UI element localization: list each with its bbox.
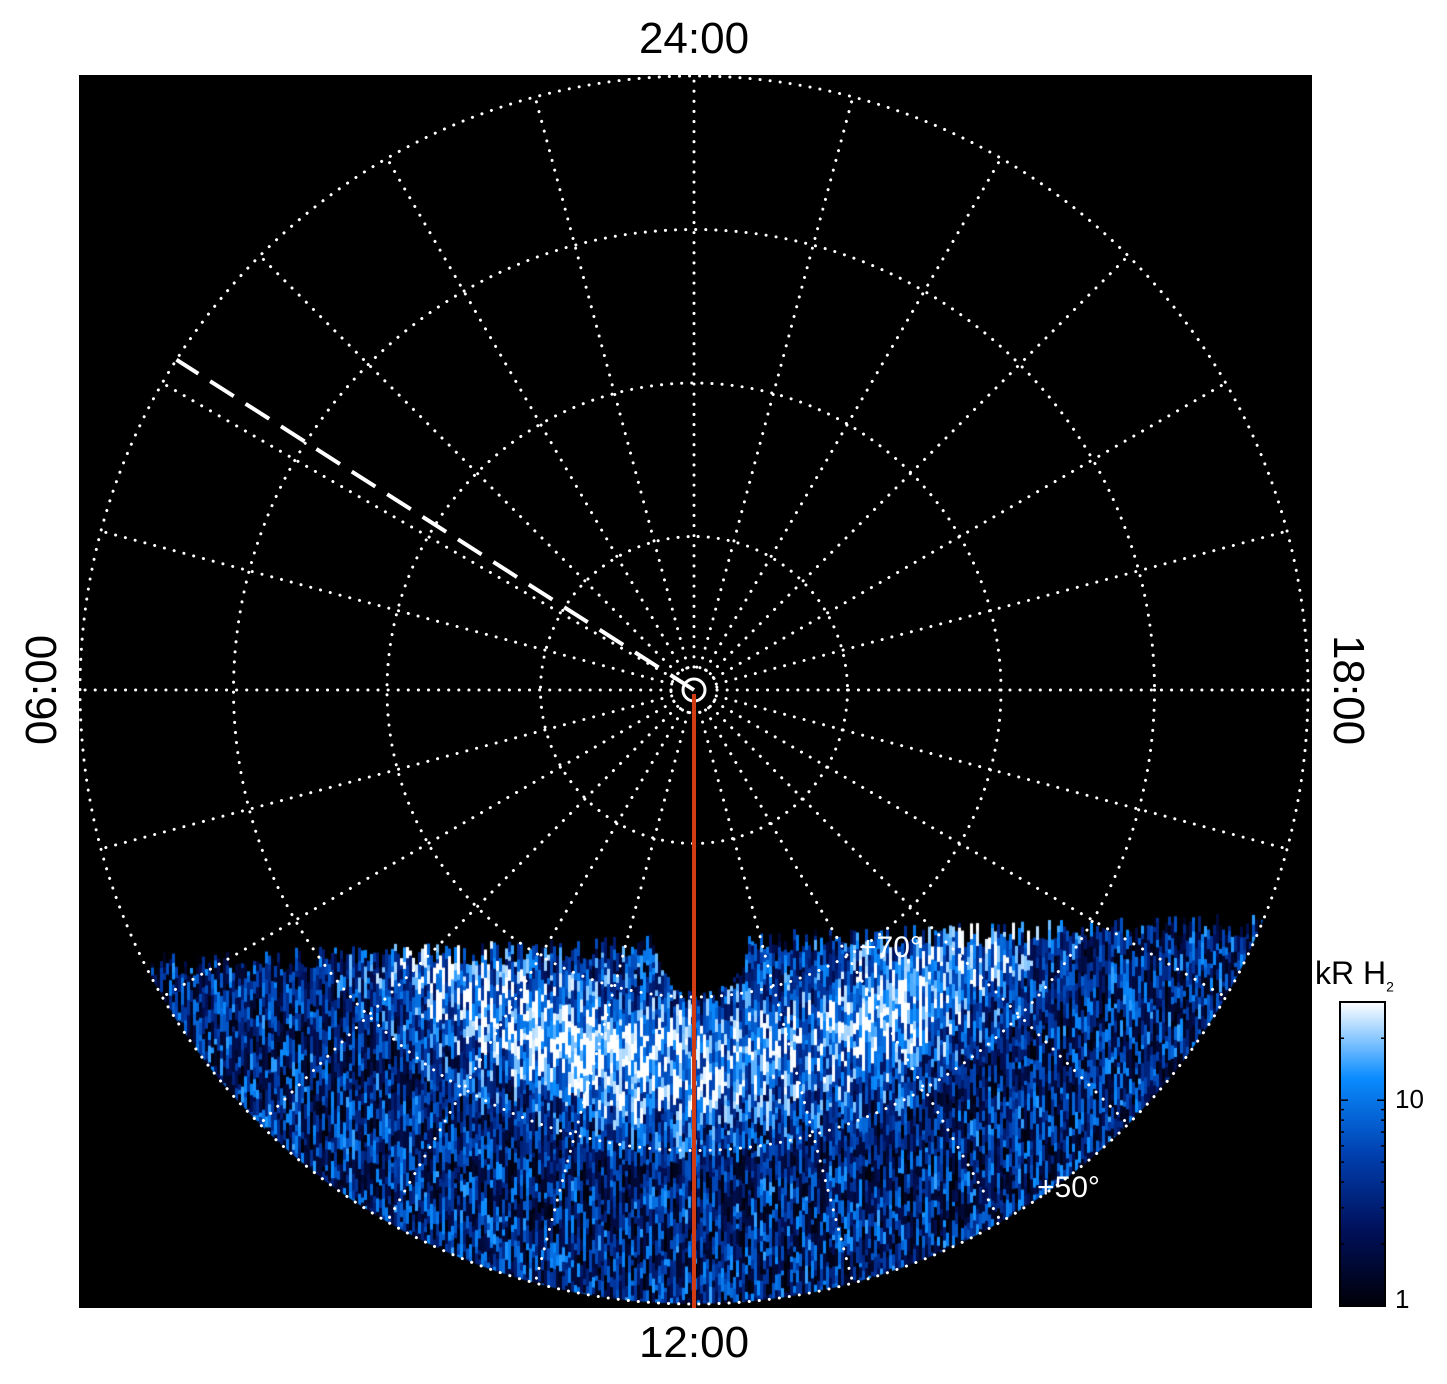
colorbar-title-text: kR H — [1315, 955, 1387, 991]
lt-label-left: 06:00 — [17, 634, 66, 746]
meridian-line — [708, 704, 1130, 1126]
meridian-line — [698, 710, 855, 1285]
meridian-line — [258, 704, 680, 1126]
lt-label-bottom: 12:00 — [638, 1318, 750, 1367]
latitude-circle — [79, 75, 1310, 1306]
latitude-label: +50° — [1037, 1171, 1100, 1204]
dashed-meridian — [175, 357, 696, 692]
polar-plot-area: +70° +50° — [79, 75, 1312, 1308]
meridian-line — [385, 156, 684, 672]
meridian-line — [258, 254, 680, 676]
meridian-line — [712, 700, 1228, 999]
colorbar-gradient — [1339, 1001, 1386, 1307]
meridian-line — [708, 254, 1130, 676]
colorbar-tick-10: 10 — [1395, 1084, 1424, 1114]
meridian-line — [99, 694, 674, 851]
latitude-label: +70° — [859, 931, 922, 964]
meridian-line — [533, 710, 690, 1285]
meridian-line — [704, 156, 1003, 672]
meridian-line — [99, 529, 674, 686]
meridian-line — [712, 381, 1228, 680]
meridian-line — [698, 95, 855, 670]
meridian-line — [160, 381, 676, 680]
meridian-line — [385, 708, 684, 1224]
meridian-line — [533, 95, 690, 670]
lt-label-right: 18:00 — [1324, 634, 1373, 746]
latitude-circle — [232, 228, 1156, 1152]
meridian-line — [704, 708, 1003, 1224]
colorbar-title: kR H2 — [1315, 955, 1394, 994]
colorbar-tick-1: 1 — [1395, 1284, 1410, 1314]
lt-label-top: 24:00 — [638, 14, 750, 63]
colorbar-title-subscript: 2 — [1386, 978, 1394, 995]
meridian-line — [714, 694, 1289, 851]
meridian-line — [714, 529, 1289, 686]
meridian-line — [160, 700, 676, 999]
polar-grid: +70° +50° — [79, 75, 1310, 1308]
